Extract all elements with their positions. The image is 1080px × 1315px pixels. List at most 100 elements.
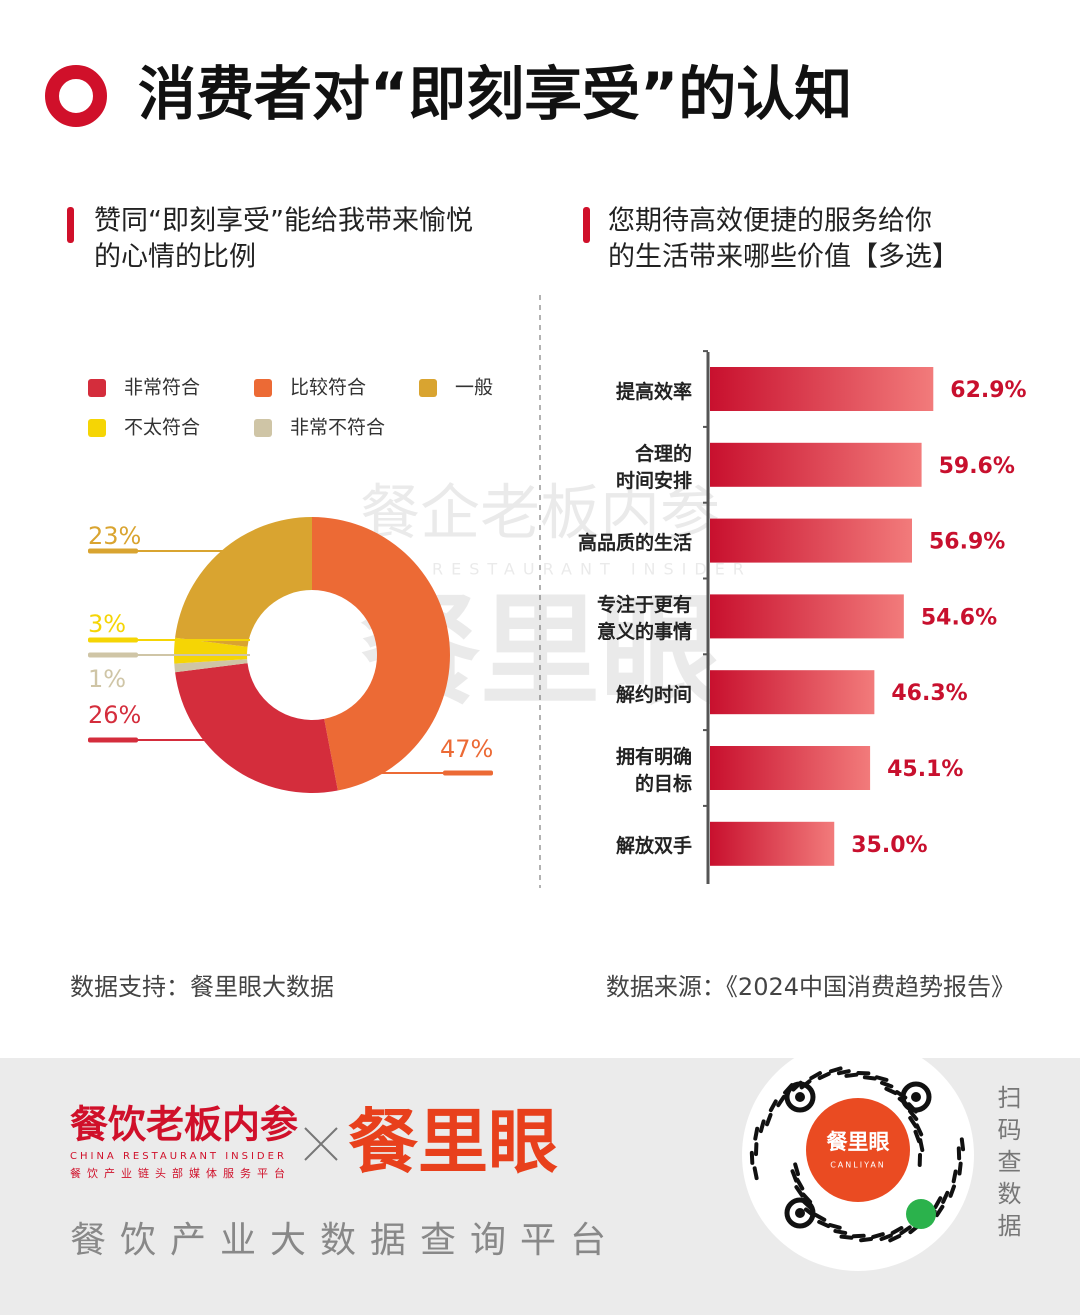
bar [710, 518, 912, 563]
watermark-brand-en: CHINA RESTAURANT INSIDER [328, 560, 752, 579]
qr-logo-badge [806, 1098, 910, 1202]
data-label: 1% [88, 665, 126, 693]
subtitle-marker [583, 207, 590, 243]
qr-logo: 餐里眼 [827, 1130, 890, 1154]
qr-dash [795, 1177, 805, 1191]
qr-dash [874, 1075, 889, 1082]
qr-dash [941, 1190, 950, 1204]
category-label: 专注于更有 意义的事情 [596, 594, 692, 644]
pie-slice [312, 517, 451, 791]
chart-title: 赞同“即刻享受”能给我带来愉悦 [94, 206, 473, 237]
watermark-brand: 餐企老板内参 [360, 479, 720, 549]
legend-swatch [88, 419, 106, 437]
title-icon [45, 65, 107, 127]
logo: 餐里眼 [348, 1101, 558, 1183]
qr-eye [795, 1208, 805, 1218]
qr-dash [765, 1112, 773, 1127]
qr-eye [911, 1092, 921, 1102]
qr-dash [951, 1169, 958, 1184]
qr-dash [753, 1126, 760, 1141]
qr-dash [871, 1232, 885, 1239]
qr-dash [794, 1185, 805, 1198]
page-title: 消费者对“即刻享受”的认知 [138, 60, 852, 128]
chart-title: 的心情的比例 [94, 242, 256, 273]
qr-dash [890, 1226, 904, 1235]
slogan: 餐饮产业大数据查询平台 [70, 1220, 620, 1261]
chart-title: 您期待高效便捷的服务给你 [608, 206, 932, 237]
category-label: 高品质的生活 [577, 532, 692, 555]
qr-dash [809, 1071, 822, 1081]
qr-dash [959, 1137, 966, 1152]
qr-dash [817, 1071, 831, 1081]
qr-eye [784, 1197, 816, 1229]
leader-cap [88, 652, 138, 658]
bar [710, 670, 875, 715]
qr-dash [884, 1086, 898, 1096]
category-label: 解放双手 [615, 835, 692, 858]
qr-dash [813, 1212, 827, 1222]
pie-slice [174, 659, 248, 673]
data-label: 59.6% [939, 454, 1015, 479]
qr-dash [844, 1072, 859, 1078]
data-label: 3% [88, 610, 126, 638]
data-label: 62.9% [950, 378, 1026, 403]
category-label: 提高效率 [615, 380, 692, 403]
data-label: 45.1% [887, 757, 963, 782]
legend-swatch [254, 379, 272, 397]
bar [710, 821, 835, 866]
data-label: 46.3% [891, 681, 967, 706]
qr-dash [948, 1184, 956, 1198]
data-label: 26% [88, 701, 141, 729]
qr-pattern [749, 1066, 966, 1243]
times-sign [304, 1127, 338, 1161]
data-source: 数据来源：《2024中国消费趋势报告》 [606, 973, 1015, 1001]
qr-dash [828, 1066, 843, 1074]
leader-cap [88, 737, 138, 743]
qr-dash [790, 1169, 799, 1183]
legend-swatch [88, 379, 106, 397]
qr-dash [899, 1225, 912, 1235]
qr-dash [879, 1080, 894, 1089]
brand-en: CHINA RESTAURANT INSIDER [70, 1151, 287, 1162]
qr-dash [839, 1234, 854, 1240]
category-label: 解约时间 [615, 683, 692, 706]
legend-swatch [419, 379, 437, 397]
qr-dash [768, 1099, 778, 1113]
chart-title: 的生活带来哪些价值【多选】 [608, 242, 959, 273]
qr-dash [833, 1229, 848, 1235]
pie-slice [175, 663, 338, 794]
qr-dash [908, 1116, 918, 1129]
qr-dash [957, 1161, 963, 1176]
bar [710, 594, 904, 639]
pie-slice [175, 517, 312, 647]
leader-cap [88, 548, 138, 554]
pie-slice [174, 637, 248, 664]
leader-cap [88, 637, 138, 643]
scan-hint: 扫码查数据 [993, 1085, 1021, 1245]
brand-tagline: 餐饮产业链头部媒体服务平台 [70, 1166, 291, 1180]
qr-dash [776, 1094, 786, 1108]
legend-label: 非常不符合 [290, 417, 385, 439]
qr-dash [836, 1069, 851, 1076]
legend-swatch [254, 419, 272, 437]
category-label: 合理的 时间安排 [615, 442, 692, 492]
bar [710, 442, 922, 487]
qr-dash [908, 1109, 919, 1122]
qr-dash [934, 1204, 945, 1218]
legend-label: 不太符合 [124, 417, 200, 439]
legend-label: 一般 [455, 377, 493, 399]
data-label: 56.9% [929, 530, 1005, 555]
bar [710, 746, 871, 790]
qr-dash [933, 1196, 943, 1209]
qr-dash [817, 1219, 831, 1229]
qr-dash [913, 1129, 921, 1144]
qr-dash [793, 1162, 800, 1177]
category-label: 拥有明确 的目标 [615, 746, 692, 795]
qr-dash [888, 1234, 902, 1243]
qr-dash [862, 1075, 877, 1081]
data-support: 数据支持：餐里眼大数据 [70, 973, 334, 1001]
data-label: 54.6% [921, 605, 997, 630]
bar [710, 367, 934, 411]
